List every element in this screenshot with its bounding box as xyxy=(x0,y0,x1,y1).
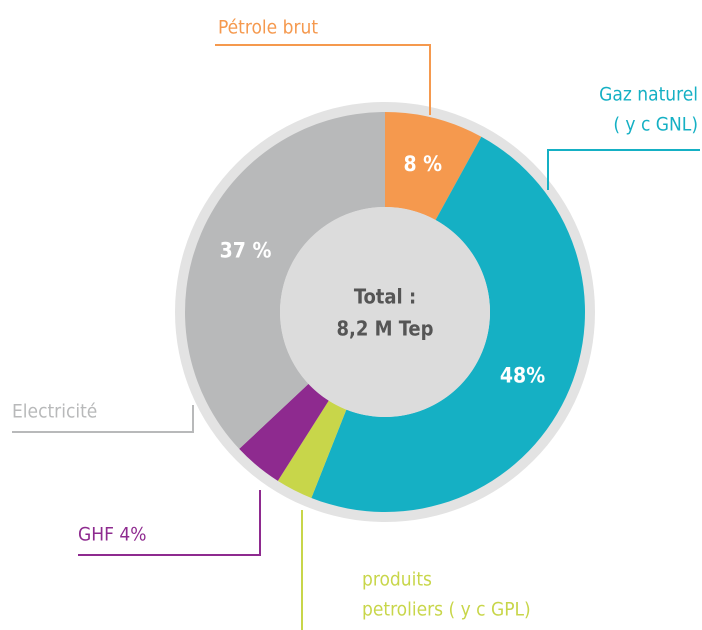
slice xyxy=(239,383,329,481)
leader-line xyxy=(12,405,194,433)
value-label: 48% xyxy=(500,364,545,388)
slice xyxy=(277,400,347,498)
slice xyxy=(385,112,482,220)
category-label: petroliers ( y c GPL) xyxy=(362,599,531,621)
category-label: Gaz naturel xyxy=(599,84,698,106)
center-disc xyxy=(280,207,490,417)
leader-line xyxy=(215,44,431,115)
leader-line xyxy=(78,490,261,556)
category-label: GHF 4% xyxy=(78,524,147,546)
category-label: Electricité xyxy=(12,401,97,423)
slice xyxy=(311,136,585,512)
center-text: 8,2 M Tep xyxy=(336,317,433,341)
center-text: Total : xyxy=(354,285,416,309)
slice xyxy=(184,111,385,449)
slices xyxy=(184,111,585,512)
value-label: 8 % xyxy=(403,152,442,176)
category-label: Pétrole brut xyxy=(218,17,318,39)
leader-line xyxy=(547,149,700,190)
value-label: 37 % xyxy=(220,239,272,263)
category-label: produits xyxy=(362,569,432,591)
category-label: ( y c GNL) xyxy=(613,114,698,136)
